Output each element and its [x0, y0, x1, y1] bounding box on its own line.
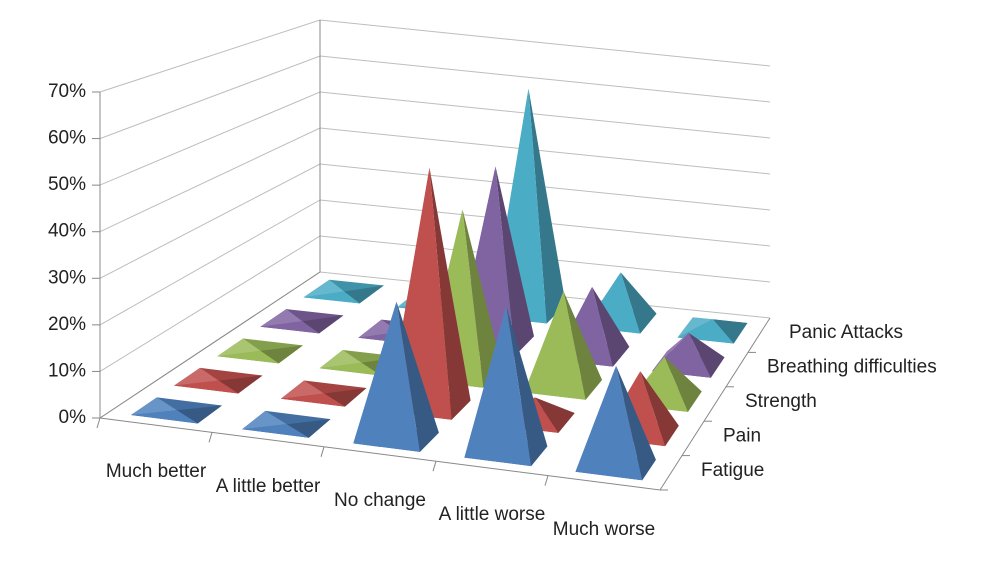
pyramid-face — [652, 332, 689, 372]
pyramid-face — [429, 167, 471, 420]
pyramid-face — [506, 306, 548, 467]
pyramid-face — [260, 309, 303, 327]
pyramid — [217, 338, 303, 364]
x-tick-label: No change — [334, 490, 426, 511]
pyramid-face — [524, 291, 586, 400]
pyramid-face — [353, 301, 420, 452]
y-tick-label: 0% — [59, 407, 87, 428]
x-tick — [544, 475, 549, 486]
legend-label: Fatigue — [701, 460, 764, 481]
pyramid-face — [131, 397, 177, 415]
pyramid-face — [242, 410, 287, 430]
pyramid-face — [303, 279, 345, 298]
pyramid — [174, 367, 263, 394]
pyramid-face — [462, 209, 503, 388]
y-tick-label: 50% — [48, 174, 86, 195]
pyramid-face — [218, 375, 263, 394]
y-tick-label: 20% — [48, 314, 86, 335]
x-tick — [320, 446, 325, 457]
pyramid — [464, 306, 548, 467]
pyramid-face — [664, 356, 702, 412]
grid-line — [99, 91, 771, 186]
pyramid-face — [319, 362, 381, 376]
pyramid-face — [217, 338, 261, 357]
x-tick-label: A little worse — [438, 504, 546, 526]
pyramid-face — [319, 350, 362, 369]
x-tick — [432, 461, 437, 472]
pyramid — [303, 279, 384, 304]
pyramid-face — [620, 272, 657, 334]
pyramid-face — [242, 424, 309, 438]
pyramid-face — [464, 306, 532, 467]
pyramid-face — [280, 393, 345, 407]
pyramid-face — [217, 350, 279, 364]
pyramid-face — [174, 367, 219, 386]
pyramid-face — [640, 371, 679, 447]
pyramid-face — [324, 388, 367, 407]
pyramid-face — [528, 88, 566, 324]
pyramid — [524, 291, 602, 400]
pyramid-face — [344, 285, 384, 304]
pyramid-face — [534, 397, 575, 433]
pyramid-face — [302, 315, 344, 334]
pyramid-face — [712, 319, 748, 344]
pyramid — [131, 397, 222, 424]
y-tick-label: 10% — [48, 360, 86, 381]
legend-label: Panic Attacks — [789, 322, 903, 343]
y-tick-label: 30% — [48, 267, 86, 288]
pyramid-face — [303, 291, 360, 304]
y-tick-label: 40% — [48, 221, 86, 242]
pyramid-face — [688, 332, 725, 378]
pyramid-face — [280, 380, 325, 399]
y-tick-label: 70% — [48, 81, 86, 102]
pyramid-face — [677, 317, 713, 338]
pyramid-face — [495, 166, 534, 356]
pyramid — [242, 410, 331, 438]
pyramid-face — [592, 286, 630, 367]
y-tick-label: 60% — [48, 128, 86, 149]
pyramid-face — [286, 419, 331, 438]
x-tick-label: Much better — [105, 461, 207, 483]
x-tick-label: A little better — [215, 475, 321, 497]
pyramid — [353, 301, 439, 452]
pyramid-face — [563, 291, 602, 400]
pyramid-face — [176, 405, 222, 424]
x-tick — [208, 432, 213, 443]
pyramid-face — [575, 365, 643, 481]
pyramid-face — [131, 410, 198, 424]
x-tick-label: Much worse — [552, 518, 656, 540]
grid-line — [99, 19, 771, 93]
pyramid — [260, 309, 344, 334]
pyramid — [280, 380, 367, 407]
x-tick — [96, 417, 101, 429]
axis-line — [99, 20, 321, 419]
pyramid-face — [616, 365, 656, 481]
pyramid-face — [260, 345, 303, 364]
pyramid-face — [396, 301, 439, 452]
pyramid-face — [174, 380, 239, 394]
pyramid — [575, 365, 656, 481]
pyramid-face — [260, 321, 320, 334]
legend-label: Pain — [723, 425, 761, 446]
legend-label: Strength — [745, 391, 817, 412]
legend-label: Breathing difficulties — [767, 357, 937, 378]
grid-line — [99, 55, 771, 140]
